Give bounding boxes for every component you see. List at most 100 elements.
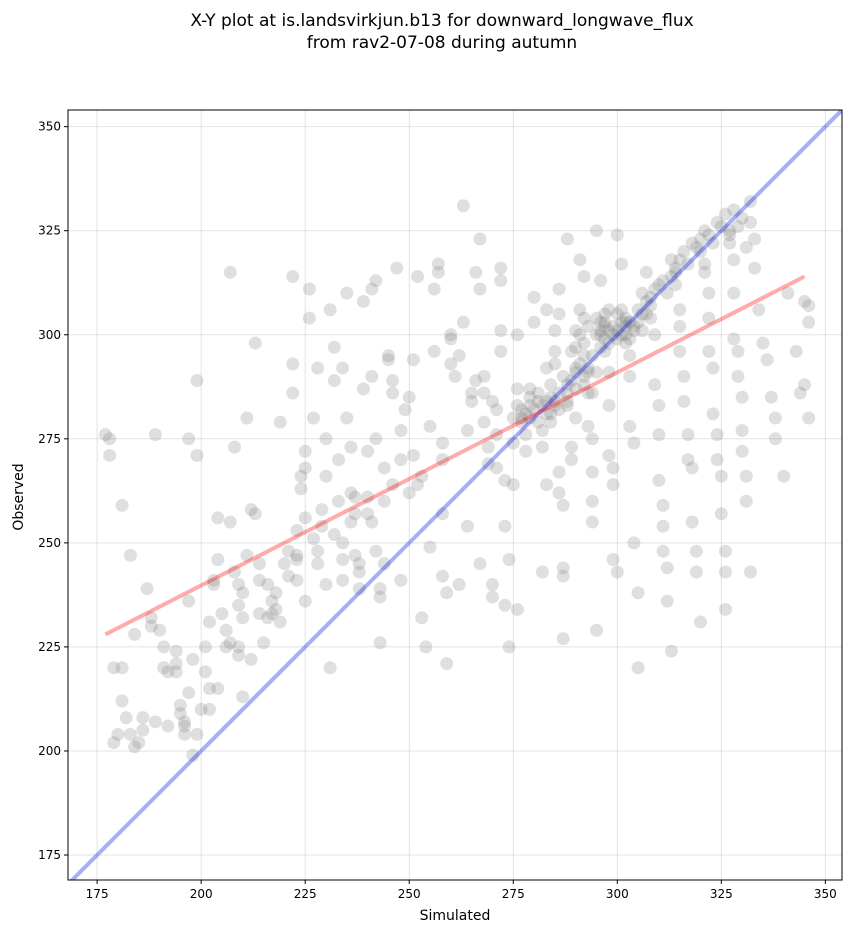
data-point [598, 319, 612, 333]
data-point [768, 411, 782, 425]
data-point [128, 627, 142, 641]
data-point [431, 257, 445, 271]
data-point [764, 390, 778, 404]
data-point [502, 640, 516, 654]
data-point [648, 378, 662, 392]
data-point [718, 602, 732, 616]
data-point [340, 411, 354, 425]
data-point [490, 428, 504, 442]
data-point [510, 602, 524, 616]
data-point [456, 199, 470, 213]
data-point [444, 328, 458, 342]
data-point [202, 682, 216, 696]
data-point [569, 365, 583, 379]
scatter-points [98, 195, 816, 762]
data-point [182, 432, 196, 446]
data-point [627, 324, 641, 338]
data-point [610, 228, 624, 242]
data-point [298, 511, 312, 525]
data-point [252, 607, 266, 621]
y-tick-label: 350 [38, 120, 61, 134]
data-point [473, 557, 487, 571]
data-point [211, 682, 225, 696]
data-point [132, 736, 146, 750]
data-point [739, 494, 753, 508]
data-point [781, 286, 795, 300]
data-point [802, 411, 816, 425]
data-point [431, 265, 445, 279]
data-point [440, 657, 454, 671]
data-point [556, 369, 570, 383]
data-point [606, 319, 620, 333]
data-point [178, 715, 192, 729]
data-point [502, 553, 516, 567]
data-point [565, 440, 579, 454]
data-point [232, 640, 246, 654]
data-point [465, 394, 479, 408]
data-point [182, 594, 196, 608]
data-point [552, 486, 566, 500]
data-point [248, 336, 262, 350]
data-point [656, 274, 670, 288]
data-point [294, 469, 308, 483]
regression-line [104, 274, 806, 637]
data-point [307, 411, 321, 425]
data-point [340, 286, 354, 300]
data-point [182, 686, 196, 700]
data-point [460, 423, 474, 437]
data-point [552, 386, 566, 400]
data-point [465, 386, 479, 400]
data-point [639, 294, 653, 308]
data-point [556, 632, 570, 646]
data-point [265, 594, 279, 608]
data-point [302, 282, 316, 296]
data-point [556, 569, 570, 583]
data-point [706, 407, 720, 421]
data-point [706, 236, 720, 250]
data-point [718, 207, 732, 221]
data-point [631, 661, 645, 675]
data-point [689, 544, 703, 558]
data-point [527, 315, 541, 329]
data-point [560, 399, 574, 413]
y-tick-label: 200 [38, 744, 61, 758]
data-point [681, 428, 695, 442]
data-point [361, 507, 375, 521]
data-point [577, 311, 591, 325]
data-point [714, 507, 728, 521]
data-point [198, 640, 212, 654]
data-point [123, 548, 137, 562]
data-point [173, 698, 187, 712]
data-point [211, 511, 225, 525]
data-point [315, 519, 329, 533]
data-point [594, 340, 608, 354]
data-point [515, 411, 529, 425]
data-point [619, 315, 633, 329]
data-point [377, 494, 391, 508]
data-point [635, 286, 649, 300]
y-axis-ticks: 175 200 225 250 275 300 325 350 [38, 120, 68, 862]
data-point [282, 569, 296, 583]
data-point [178, 719, 192, 733]
fit-lines [69, 110, 842, 880]
grid [68, 110, 842, 880]
y-tick-label: 225 [38, 640, 61, 654]
data-point [727, 332, 741, 346]
data-point [589, 365, 603, 379]
data-point [560, 378, 574, 392]
data-point [577, 269, 591, 283]
y-axis-label: Observed [11, 463, 27, 530]
data-point [594, 324, 608, 338]
data-point [244, 652, 258, 666]
data-point [261, 611, 275, 625]
data-point [648, 282, 662, 296]
data-point [569, 382, 583, 396]
data-point [577, 336, 591, 350]
data-point [602, 365, 616, 379]
chart-title-line-1: X-Y plot at is.landsvirkjun.b13 for down… [190, 11, 693, 31]
data-point [494, 274, 508, 288]
data-point [544, 407, 558, 421]
data-point [560, 394, 574, 408]
x-axis-ticks: 175 200 225 250 275 300 325 350 [86, 880, 837, 901]
data-point [423, 419, 437, 433]
